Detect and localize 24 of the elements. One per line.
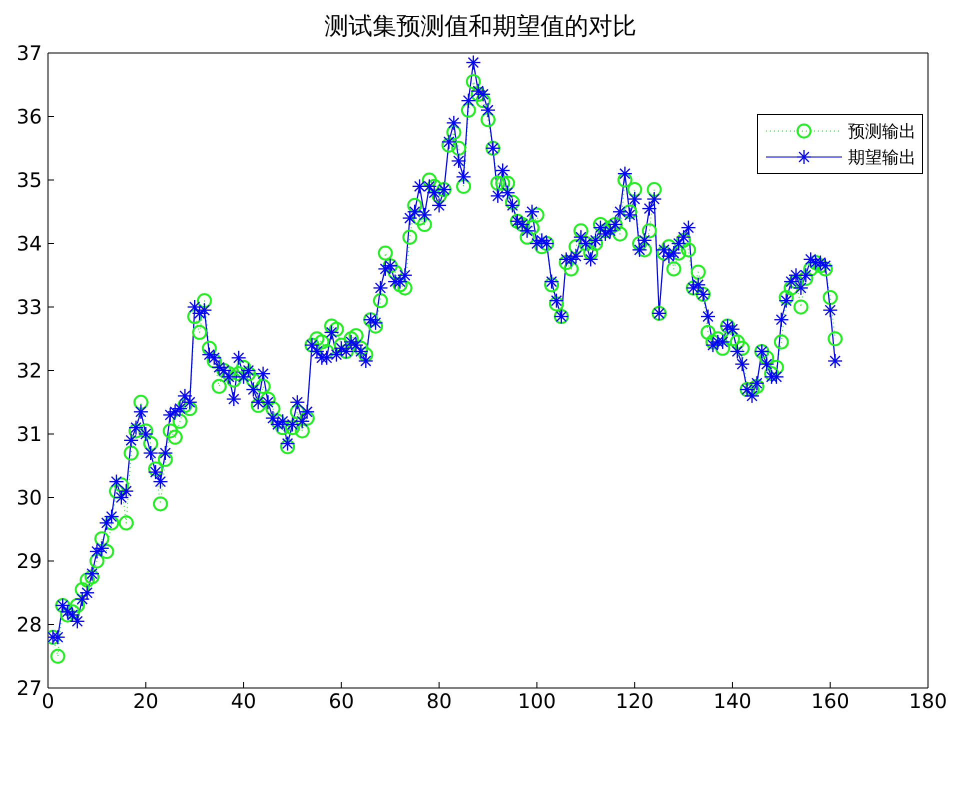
y-tick-label: 33 [16, 295, 42, 320]
y-tick-label: 32 [16, 358, 42, 383]
x-tick-label: 160 [811, 689, 850, 714]
legend-label: 期望输出 [848, 146, 916, 168]
x-tick-label: 60 [328, 689, 354, 714]
legend-label: 预测输出 [848, 120, 916, 142]
x-tick-label: 120 [616, 689, 654, 714]
x-tick-label: 0 [42, 689, 54, 714]
y-tick-label: 27 [16, 676, 42, 700]
y-tick-label: 29 [16, 549, 42, 574]
y-tick-label: 31 [16, 422, 42, 446]
x-tick-label: 40 [230, 689, 256, 714]
y-tick-label: 37 [16, 41, 42, 66]
x-tick-label: 80 [426, 689, 452, 714]
y-tick-label: 30 [16, 486, 42, 510]
x-tick-label: 180 [908, 689, 948, 714]
y-tick-label: 35 [16, 168, 42, 192]
y-tick-label: 28 [16, 612, 42, 637]
x-tick-label: 100 [518, 689, 556, 714]
x-tick-label: 20 [133, 689, 159, 714]
y-tick-label: 34 [16, 232, 42, 256]
x-tick-label: 140 [713, 689, 752, 714]
y-tick-label: 36 [16, 104, 42, 129]
chart-title: 测试集预测值和期望值的对比 [324, 12, 636, 40]
